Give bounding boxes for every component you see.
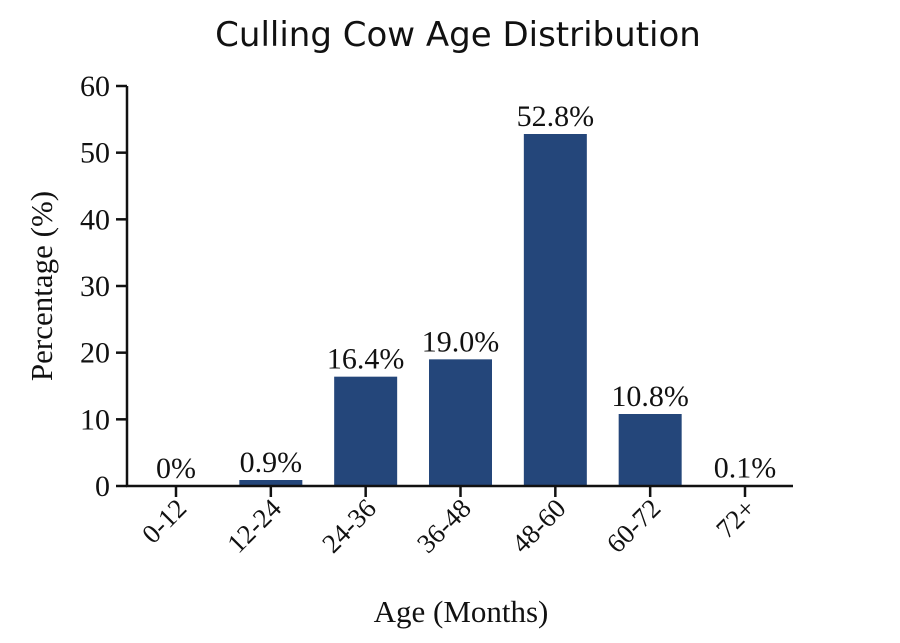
bar-36-48 xyxy=(429,359,492,486)
x-tick-label: 60-72 xyxy=(601,493,667,559)
bar-24-36 xyxy=(334,376,398,486)
data-label: 16.4% xyxy=(327,343,405,376)
x-tick-label: 0-12 xyxy=(136,493,192,549)
data-label: 10.8% xyxy=(611,380,689,413)
x-tick-label: 12-24 xyxy=(221,493,287,559)
y-tick-label: 60 xyxy=(80,70,110,103)
y-tick-label: 20 xyxy=(80,337,110,370)
bars-group xyxy=(239,134,777,486)
y-tick-label: 0 xyxy=(95,470,110,503)
y-tick-label: 50 xyxy=(80,137,110,170)
y-tick-label: 30 xyxy=(80,270,110,303)
chart-title: Culling Cow Age Distribution xyxy=(215,15,701,55)
x-tick-label: 48-60 xyxy=(506,493,572,559)
y-axis-label: Percentage (%) xyxy=(24,191,59,381)
data-label: 19.0% xyxy=(422,325,500,358)
data-label: 0.1% xyxy=(714,451,777,484)
bar-48-60 xyxy=(523,134,587,486)
y-tick-label: 10 xyxy=(80,403,110,436)
bar-60-72 xyxy=(618,414,682,486)
data-label: 0% xyxy=(156,452,196,485)
x-axis-ticks: 0-12 12-24 24-36 36-48 48-60 60-72 72+ xyxy=(136,486,761,559)
x-tick-label: 24-36 xyxy=(316,493,382,559)
x-axis-label: Age (Months) xyxy=(374,594,549,629)
data-label: 52.8% xyxy=(517,100,595,133)
data-label: 0.9% xyxy=(240,446,303,479)
x-tick-label: 36-48 xyxy=(411,493,477,559)
x-tick-label: 72+ xyxy=(710,493,761,544)
y-axis-ticks: 0 10 20 30 40 50 60 xyxy=(80,70,127,503)
y-tick-label: 40 xyxy=(80,203,110,236)
data-labels-group: 0% 0.9% 16.4% 19.0% 52.8% 10.8% 0.1% xyxy=(156,100,776,485)
bar-12-24 xyxy=(239,480,303,486)
